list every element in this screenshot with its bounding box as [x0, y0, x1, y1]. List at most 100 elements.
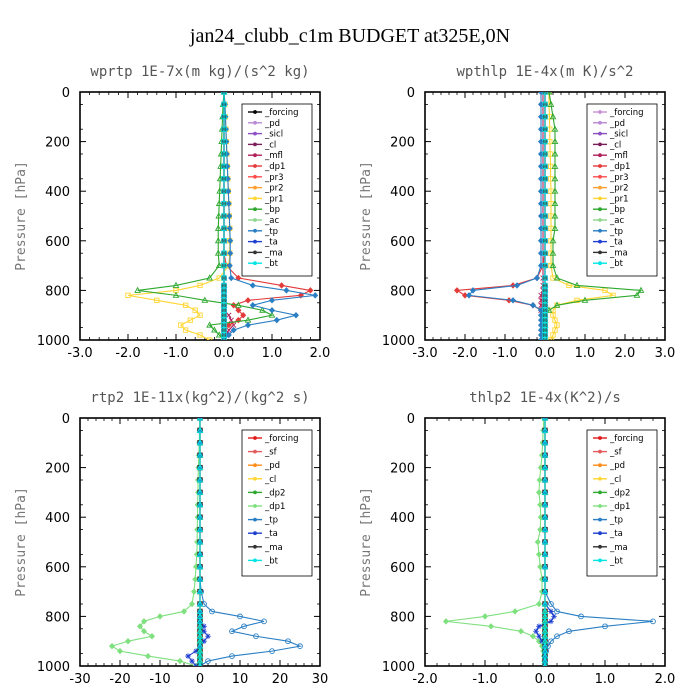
- data-point: [216, 187, 224, 194]
- data-point: [536, 623, 542, 630]
- data-point: [481, 613, 489, 620]
- data-point: [225, 321, 232, 329]
- data-point: [552, 317, 558, 323]
- legend: _forcing_pd_sicl_cl_mfl_dp1_pr3_pr2_pr1_…: [241, 103, 313, 277]
- data-point: [192, 575, 199, 583]
- data-point: [533, 274, 541, 282]
- series-bt: [221, 92, 227, 340]
- data-point: [574, 297, 580, 303]
- data-point: [125, 292, 131, 299]
- legend-marker: [253, 436, 257, 440]
- legend-marker: [253, 517, 257, 522]
- data-point: [196, 439, 204, 446]
- data-point: [240, 311, 247, 319]
- data-point: [602, 623, 608, 630]
- legend-marker: [598, 196, 602, 201]
- data-point: [156, 613, 164, 620]
- data-point: [197, 332, 203, 338]
- plot-area: [108, 418, 303, 666]
- legend-label: _pr3: [264, 173, 284, 183]
- legend-marker: [598, 504, 602, 508]
- x-tick-label: 0: [196, 672, 204, 687]
- legend-label: _tp: [264, 516, 278, 526]
- data-point: [551, 162, 559, 169]
- x-tick-label: 2.0: [310, 346, 331, 361]
- data-point: [548, 337, 554, 340]
- data-point: [542, 114, 548, 120]
- data-point: [547, 151, 553, 157]
- data-point: [553, 274, 561, 281]
- data-point: [136, 623, 144, 630]
- data-point: [547, 163, 554, 170]
- data-point: [537, 526, 544, 533]
- legend-marker: [253, 120, 257, 125]
- data-point: [542, 163, 548, 170]
- legend-label: _dp1: [609, 502, 630, 512]
- data-point: [148, 632, 156, 640]
- panels: wprtp 1E-7x(m kg)/(s^2 kg) Pressure [hPa]…: [14, 64, 675, 687]
- y-tick-label: 0: [62, 86, 70, 101]
- data-point: [192, 307, 198, 313]
- x-tick-label: -1.0: [163, 346, 188, 361]
- legend-label: _cl: [609, 140, 621, 150]
- data-point: [551, 199, 559, 207]
- x-tick-label: -30: [69, 672, 90, 687]
- legend-label: _forcing: [264, 108, 299, 118]
- data-point: [215, 261, 223, 269]
- legend-marker: [253, 142, 257, 147]
- data-point: [221, 262, 227, 269]
- data-point: [197, 312, 203, 318]
- data-point: [566, 282, 572, 289]
- series-line: [467, 92, 542, 340]
- y-tick-label: 1000: [382, 660, 415, 675]
- data-point: [140, 618, 148, 625]
- series-tp: [465, 92, 545, 340]
- data-point: [542, 327, 548, 333]
- legend: _forcing_pd_sicl_cl_mfl_dp1_pr3_pr2_pr1_…: [586, 103, 658, 277]
- legend-marker: [253, 164, 257, 168]
- legend-marker: [598, 239, 602, 244]
- data-point: [214, 249, 222, 256]
- legend-marker: [253, 239, 257, 244]
- data-point: [539, 638, 545, 644]
- data-point: [116, 647, 124, 655]
- legend-marker: [253, 261, 257, 266]
- data-point: [542, 213, 548, 219]
- legend-marker: [598, 120, 602, 125]
- data-point: [517, 628, 525, 635]
- y-tick-label: 600: [390, 235, 415, 250]
- y-tick-label: 600: [45, 235, 70, 250]
- data-point: [221, 287, 227, 294]
- data-point: [261, 618, 267, 625]
- data-point: [541, 418, 549, 421]
- data-point: [196, 418, 204, 421]
- y-axis-label: Pressure [hPa]: [14, 487, 29, 597]
- legend-label: _ma: [609, 543, 628, 553]
- legend-label: _sf: [609, 448, 623, 458]
- legend-label: _tp: [264, 227, 278, 237]
- data-point: [221, 312, 227, 318]
- data-point: [226, 327, 232, 333]
- data-point: [542, 302, 548, 308]
- data-point: [541, 513, 549, 520]
- data-point: [551, 137, 559, 145]
- plot-area: [453, 92, 645, 340]
- legend-marker: [253, 558, 257, 563]
- data-point: [469, 287, 477, 294]
- data-point: [253, 633, 259, 640]
- x-tick-label: -3.0: [412, 346, 437, 361]
- legend-label: _bt: [609, 556, 624, 566]
- data-point: [182, 302, 189, 308]
- series-line: [455, 92, 546, 340]
- data-point: [551, 175, 559, 182]
- data-point: [221, 151, 227, 157]
- y-axis-label: Pressure [hPa]: [14, 161, 29, 271]
- data-point: [205, 658, 211, 664]
- y-tick-label: 800: [390, 284, 415, 299]
- data-point: [235, 306, 242, 314]
- x-tick-label: -10: [149, 672, 170, 687]
- legend-marker: [253, 153, 257, 158]
- data-point: [581, 296, 589, 303]
- data-point: [542, 126, 548, 132]
- legend-label: _bt: [609, 259, 624, 269]
